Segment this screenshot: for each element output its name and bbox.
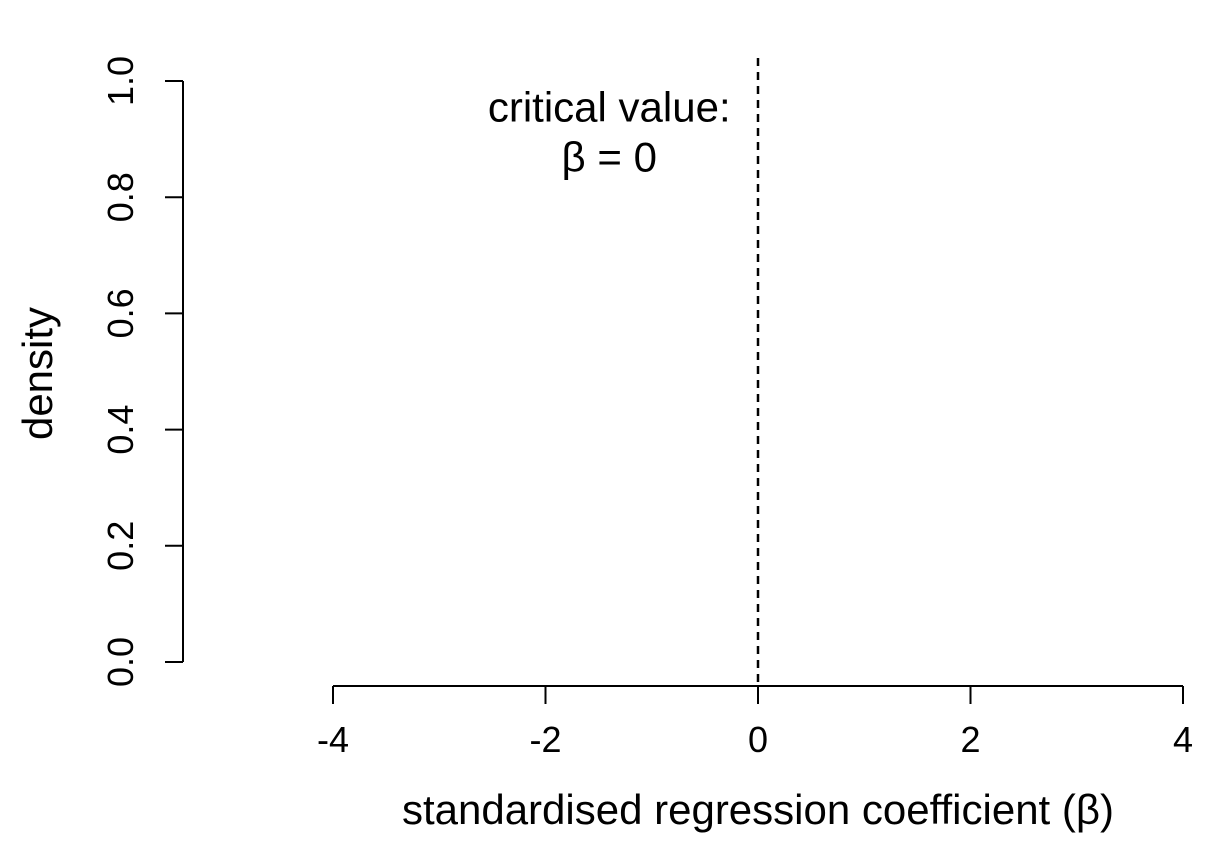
critical-value-annotation-line2: β = 0	[562, 134, 657, 181]
y-tick-label: 0.6	[100, 288, 141, 338]
y-tick-label: 1.0	[100, 56, 141, 106]
x-ticks: -4 -2 0 2 4	[317, 686, 1193, 760]
x-tick-label: -4	[317, 719, 349, 760]
y-ticks: 0.0 0.2 0.4 0.6 0.8 1.0	[100, 56, 183, 687]
y-tick-label: 0.2	[100, 521, 141, 571]
y-tick-label: 0.4	[100, 405, 141, 455]
x-tick-label: 4	[1173, 719, 1193, 760]
y-axis: 0.0 0.2 0.4 0.6 0.8 1.0	[100, 56, 184, 687]
x-tick-label: 0	[748, 719, 768, 760]
critical-value-annotation-line1: critical value:	[488, 84, 731, 131]
y-tick-label: 0.8	[100, 172, 141, 222]
x-tick-label: 2	[960, 719, 980, 760]
x-tick-label: -2	[529, 719, 561, 760]
x-axis: -4 -2 0 2 4	[317, 685, 1193, 760]
y-tick-label: 0.0	[100, 637, 141, 687]
x-axis-title: standardised regression coefficient (β)	[402, 786, 1114, 833]
y-axis-title: density	[14, 307, 61, 440]
